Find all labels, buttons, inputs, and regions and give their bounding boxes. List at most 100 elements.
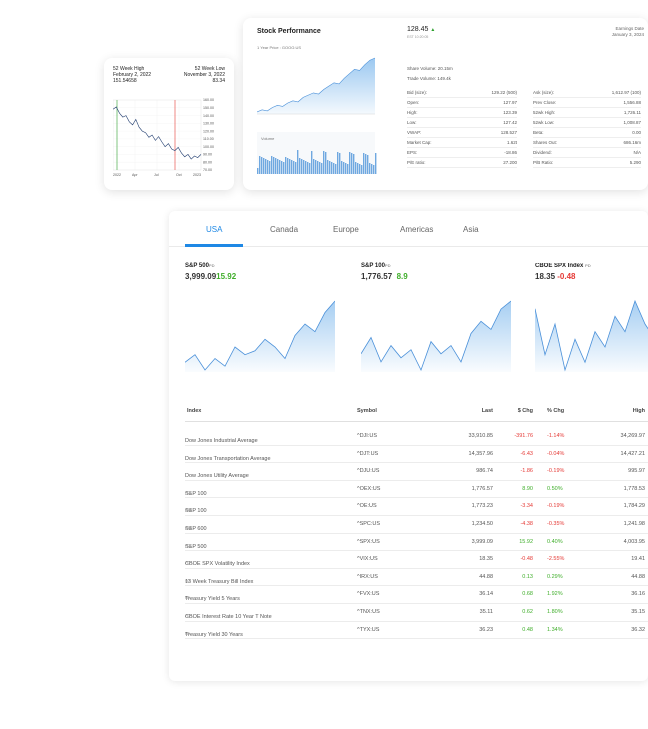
row-name-text: Dow Jones Utility Average bbox=[185, 473, 249, 480]
volume-bar bbox=[313, 159, 315, 174]
earnings-date: January 3, 2024 bbox=[611, 32, 644, 37]
table-row[interactable]: S&P 100 DSS ^OE:US 1,773.23 -3.34 -0.19% 1,78… bbox=[185, 498, 648, 516]
volume-bar bbox=[319, 162, 321, 174]
table-row[interactable]: Dow Jones Utility Average ^DJU:US 986.74 -… bbox=[185, 463, 648, 481]
stat-row: Beta: 0.00 bbox=[533, 128, 641, 138]
table-row[interactable]: S&P 500 PD ^SPX:US 3,999.09 15.92 0.40% 4,003… bbox=[185, 534, 648, 552]
col-pct[interactable]: % Chg bbox=[547, 408, 565, 414]
volume-bar bbox=[277, 159, 279, 174]
stat-row: VWAP: 128.527 bbox=[407, 128, 517, 138]
week52-chart: 160.00 150.00 140.00 130.00 120.00 110.00 100.… bbox=[113, 98, 214, 177]
volume-bar bbox=[271, 156, 273, 174]
y-tick-label: 120.00 bbox=[203, 129, 214, 133]
row-high: 995.97 bbox=[628, 468, 645, 475]
row-symbol: ^IRX:US bbox=[357, 573, 378, 580]
col-high[interactable]: High bbox=[632, 408, 645, 414]
row-name-text: CBOE SPX Volatility Index bbox=[185, 561, 250, 568]
volume-bar bbox=[317, 161, 319, 174]
stat-value: 127.97 bbox=[503, 100, 517, 105]
table-row[interactable]: Dow Jones Transportation Average ^DJT:US… bbox=[185, 446, 648, 464]
row-symbol: ^OE:US bbox=[357, 503, 377, 510]
y-tick-label: 140.00 bbox=[203, 114, 214, 118]
table-row[interactable]: Dow Jones Industrial Average ^DJI:US 33,9… bbox=[185, 428, 648, 446]
tab-americas[interactable]: Americas bbox=[400, 225, 434, 234]
index-card-value: 18.35 bbox=[535, 272, 556, 281]
row-percent-change: 0.29% bbox=[547, 573, 563, 580]
earnings-label: Earnings Date bbox=[615, 26, 644, 31]
row-change: -3.34 bbox=[520, 503, 533, 510]
stat-row: Dividend: N/A bbox=[533, 148, 641, 158]
row-percent-change: -0.19% bbox=[547, 468, 565, 475]
index-card-sup: PD bbox=[384, 263, 391, 268]
table-row[interactable]: CBOE Interest Rate 10 Year T Note PD ^TNX… bbox=[185, 604, 648, 622]
stat-value: -18.86 bbox=[504, 150, 517, 155]
volume-bar bbox=[267, 160, 269, 174]
row-name-text: CBOE Interest Rate 10 Year T Note bbox=[185, 614, 272, 620]
table-row[interactable]: Treasury Yield 5 Years PD ^FVX:US 36.14 0.6… bbox=[185, 586, 648, 604]
volume-bar bbox=[321, 163, 323, 174]
row-name-sup: PD bbox=[185, 614, 190, 618]
row-high: 44.88 bbox=[631, 573, 645, 580]
tab-canada[interactable]: Canada bbox=[270, 225, 299, 234]
row-name-text: 13 Week Treasury Bill Index bbox=[185, 578, 254, 585]
stat-label: EPS: bbox=[407, 150, 418, 155]
volume-bar bbox=[323, 151, 325, 174]
tab-europe[interactable]: Europe bbox=[333, 225, 359, 234]
week52-high-label: 52 Week High bbox=[113, 66, 145, 72]
y-tick-label: 80.00 bbox=[203, 160, 212, 164]
volume-bar bbox=[305, 161, 307, 174]
trade-volume: Trade Volume: 149.4k bbox=[407, 76, 451, 81]
row-change: -1.86 bbox=[520, 468, 533, 475]
stat-value: 128.527 bbox=[500, 130, 517, 135]
stat-value: 1,612.97 (100) bbox=[611, 90, 641, 95]
row-last: 1,776.57 bbox=[471, 485, 493, 492]
volume-bar bbox=[259, 156, 261, 174]
volume-bar bbox=[257, 168, 259, 174]
volume-bar bbox=[345, 163, 347, 174]
row-name-text: Treasury Yield 5 Years bbox=[185, 596, 240, 603]
stat-row: P/B Ratio: 5.290 bbox=[533, 158, 641, 168]
table-row[interactable]: 13 Week Treasury Bill Index PD ^IRX:US 44.… bbox=[185, 569, 648, 587]
table-row[interactable]: Treasury Yield 30 Years PD ^TYX:US 36.23 0.… bbox=[185, 622, 648, 640]
y-tick-label: 90.00 bbox=[203, 153, 212, 157]
volume-bar bbox=[293, 161, 295, 174]
volume-bar bbox=[331, 162, 333, 174]
index-card-sp100[interactable]: S&P 100PD 1,776.57 8.9 bbox=[361, 263, 511, 383]
col-symbol[interactable]: Symbol bbox=[357, 408, 377, 414]
index-card-change: 8.9 bbox=[396, 272, 408, 281]
row-change: -0.48 bbox=[520, 556, 533, 563]
row-high: 1,784.29 bbox=[623, 503, 645, 510]
col-index[interactable]: Index bbox=[187, 408, 202, 414]
volume-bar bbox=[275, 158, 277, 174]
row-percent-change: -0.04% bbox=[547, 450, 565, 457]
row-name-text: S&P 500 bbox=[185, 543, 207, 550]
table-row[interactable]: S&P 100 PD ^OEX:US 1,776.57 8.90 0.50% 1,778.… bbox=[185, 481, 648, 499]
stat-label: Dividend: bbox=[533, 150, 552, 155]
volume-bar bbox=[261, 157, 263, 174]
col-chg[interactable]: $ Chg bbox=[517, 408, 533, 414]
col-last[interactable]: Last bbox=[481, 408, 493, 414]
area-fill bbox=[185, 301, 335, 372]
stat-row: Ask (size): 1,612.97 (100) bbox=[533, 88, 641, 98]
price-chart: Volume bbox=[257, 57, 377, 174]
row-last: 44.88 bbox=[479, 573, 493, 580]
table-row[interactable]: CBOE SPX Volatility Index PD ^VIX:US 18.35… bbox=[185, 551, 648, 569]
index-card-cboe-spx[interactable]: CBOE SPX Index PD 18.35 -0.48 bbox=[535, 263, 648, 383]
stat-row: Market Cap: 1.62t bbox=[407, 138, 517, 148]
tab-usa[interactable]: USA bbox=[206, 225, 223, 234]
y-tick-label: 70.00 bbox=[203, 168, 212, 172]
row-symbol: ^TNX:US bbox=[357, 609, 380, 615]
volume-bar bbox=[301, 159, 303, 174]
row-name-text: S&P 600 bbox=[185, 526, 207, 532]
table-row[interactable]: S&P 600 DSS ^SPC:US 1,234.50 -4.38 -0.35% 1,2… bbox=[185, 516, 648, 534]
index-card-change: -0.48 bbox=[557, 272, 576, 281]
row-last: 14,357.96 bbox=[468, 450, 493, 457]
stat-value: N/A bbox=[633, 150, 641, 155]
row-name-text: S&P 100 bbox=[185, 490, 207, 497]
row-high: 1,778.53 bbox=[623, 485, 645, 492]
tab-asia[interactable]: Asia bbox=[463, 225, 479, 234]
volume-bar bbox=[303, 160, 305, 174]
index-card-sp500[interactable]: S&P 500PD 3,999.0915.92 bbox=[185, 263, 335, 383]
volume-bar bbox=[311, 151, 313, 174]
x-tick-label: 2023 bbox=[193, 173, 201, 177]
